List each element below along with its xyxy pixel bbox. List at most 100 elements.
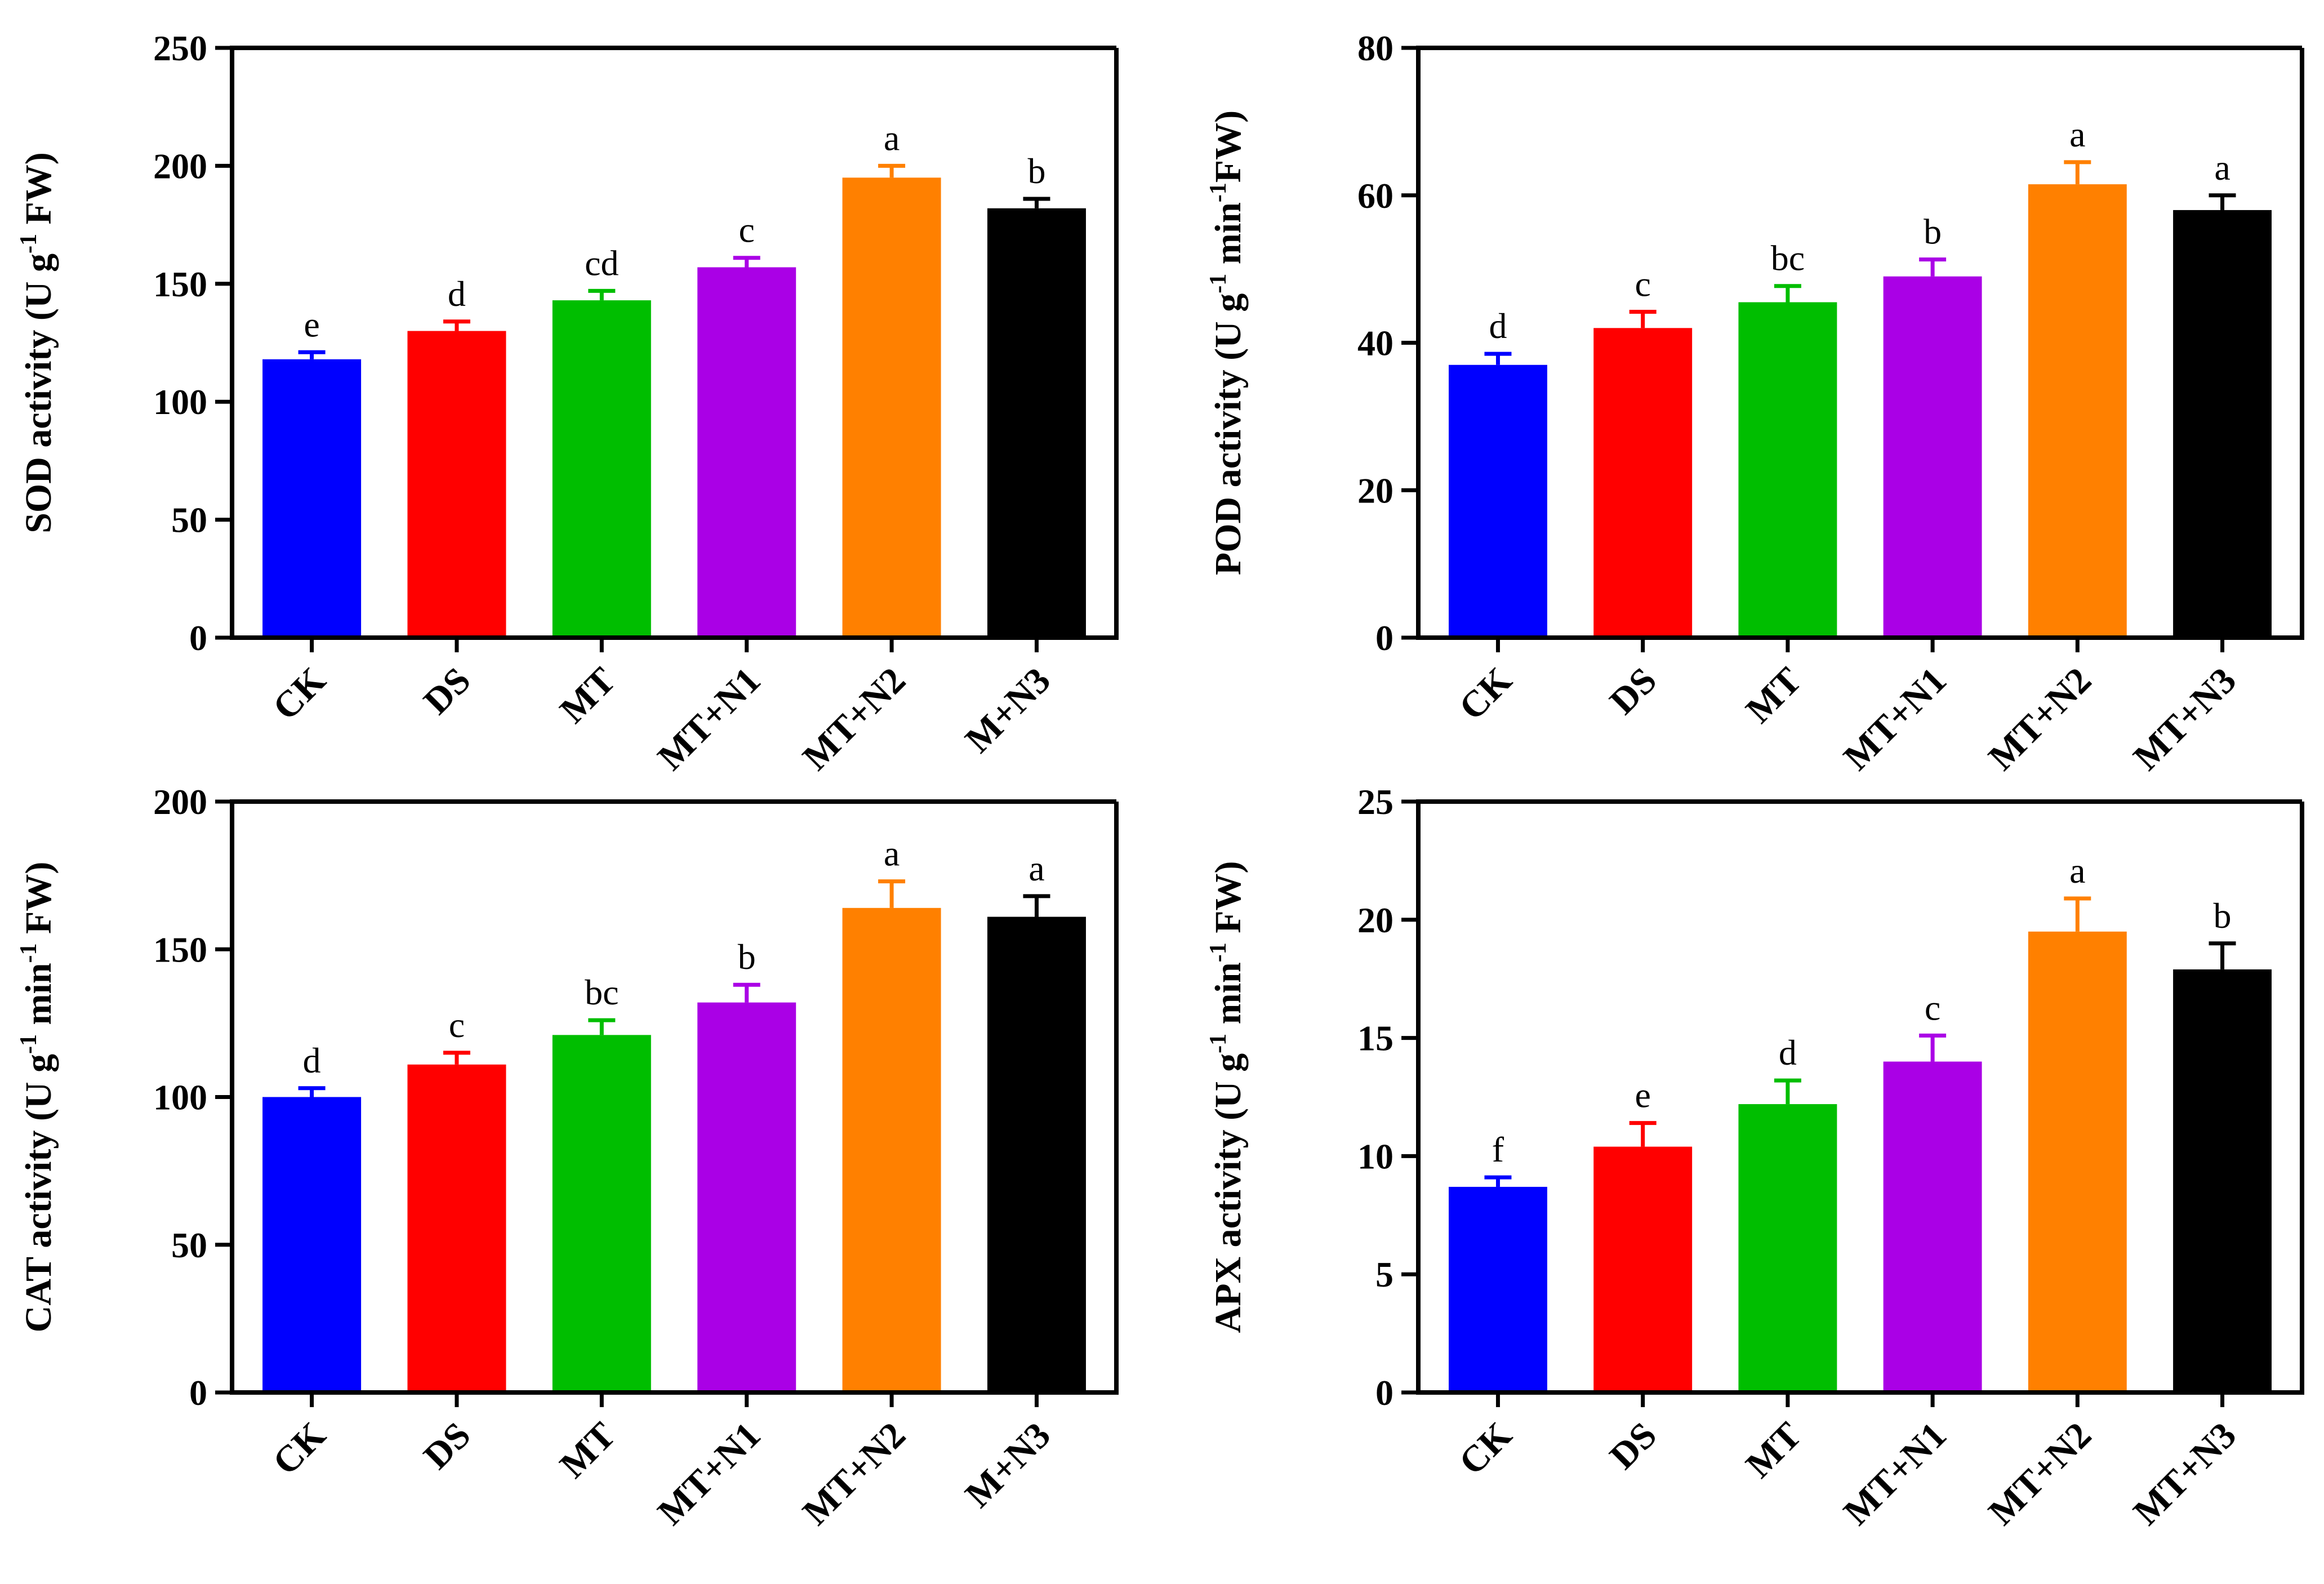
x-category-label-sod-2: MT [552, 660, 624, 731]
y-axis-title-part-sup: -1 [16, 1034, 42, 1054]
x-category-label-pod-0: CK [1451, 660, 1520, 728]
bar-sod-4 [842, 177, 941, 638]
x-category-label-sod-1: DS [416, 660, 478, 722]
significance-letter-cat-5: a [1029, 848, 1044, 888]
y-tick-label-pod-2: 40 [1357, 323, 1393, 363]
bar-apx-2 [1738, 1104, 1837, 1392]
bar-cat-1 [407, 1064, 506, 1392]
x-category-label-cat-0: CK [265, 1414, 334, 1483]
x-category-label-pod-4: MT+N2 [1980, 660, 2099, 778]
x-category-label-sod-5: M+N3 [958, 660, 1058, 760]
significance-letter-cat-3: b [738, 937, 756, 977]
y-axis-title-part-mid: min [18, 963, 59, 1034]
x-category-label-cat-2: MT [552, 1414, 624, 1486]
significance-letter-apx-0: f [1492, 1129, 1504, 1169]
y-axis-title-part-sup: -1 [1205, 274, 1231, 293]
y-axis-title-part-pre: POD activity (U g [1208, 293, 1249, 575]
y-tick-label-cat-3: 150 [153, 929, 207, 969]
bar-cat-4 [842, 907, 941, 1392]
bar-pod-0 [1449, 364, 1547, 638]
y-tick-label-apx-0: 0 [1375, 1373, 1393, 1413]
y-tick-label-sod-3: 150 [153, 264, 207, 304]
bar-sod-3 [697, 267, 796, 638]
bar-sod-5 [987, 208, 1086, 638]
y-tick-label-sod-4: 200 [153, 146, 207, 186]
y-axis-title-pod: POD activity (U g-1 min-1FW) [1205, 110, 1249, 575]
significance-letter-sod-4: a [884, 118, 900, 158]
y-tick-label-cat-4: 200 [153, 782, 207, 822]
x-category-label-sod-3: MT+N1 [650, 660, 768, 778]
x-category-label-apx-0: CK [1451, 1414, 1520, 1483]
y-axis-title-part-mid: min [1208, 962, 1249, 1034]
y-tick-label-apx-3: 15 [1357, 1018, 1393, 1058]
y-axis-title-part-sup2: -1 [1205, 183, 1231, 202]
x-category-label-cat-1: DS [416, 1414, 478, 1477]
significance-letter-pod-4: a [2069, 114, 2085, 154]
chart-panel-pod: d c bc b a a 0 20 40 60 80 CK DS MT MT+N1 MT+N2 MT+N3 POD… [1205, 28, 2304, 778]
significance-letter-sod-0: e [304, 304, 319, 344]
x-category-label-apx-2: MT [1738, 1414, 1810, 1486]
x-category-label-apx-1: DS [1602, 1414, 1664, 1477]
bar-cat-3 [697, 1002, 796, 1392]
bar-sod-0 [262, 359, 362, 638]
y-axis-title-part-pre: APX activity (U g [1208, 1053, 1249, 1333]
significance-letter-cat-2: bc [585, 972, 618, 1012]
y-tick-label-apx-2: 10 [1357, 1136, 1393, 1176]
x-category-label-apx-4: MT+N2 [1980, 1414, 2099, 1533]
significance-letter-cat-1: c [449, 1005, 465, 1045]
bar-apx-5 [2173, 969, 2272, 1392]
significance-letter-cat-4: a [884, 834, 900, 874]
y-tick-label-pod-4: 80 [1357, 28, 1393, 68]
x-category-label-pod-3: MT+N1 [1836, 660, 1954, 778]
significance-letter-sod-2: cd [585, 243, 618, 283]
y-axis-title-part-post: FW) [1208, 861, 1249, 942]
x-category-label-cat-4: MT+N2 [795, 1414, 913, 1533]
bar-apx-1 [1593, 1146, 1693, 1392]
x-category-label-cat-5: M+N3 [958, 1414, 1058, 1515]
bar-cat-2 [552, 1035, 651, 1392]
bar-apx-4 [2028, 931, 2127, 1392]
significance-letter-apx-4: a [2069, 851, 2085, 891]
y-tick-label-apx-4: 20 [1357, 900, 1393, 940]
y-axis-title-part-sup: -1 [1205, 1034, 1231, 1053]
x-category-label-sod-4: MT+N2 [795, 660, 913, 778]
significance-letter-apx-1: e [1635, 1075, 1650, 1115]
y-axis-title-part-pre: CAT activity (U g [18, 1054, 59, 1332]
significance-letter-pod-3: b [1924, 212, 1942, 252]
bar-pod-1 [1593, 328, 1693, 638]
bar-apx-3 [1883, 1061, 1982, 1392]
bar-pod-2 [1738, 302, 1837, 638]
chart-panel-cat: d c bc b a a 0 50 100 150 200 CK DS MT MT+N1 MT+N2 M+N3 C… [16, 782, 1119, 1533]
y-tick-label-sod-1: 50 [171, 500, 207, 540]
y-tick-label-pod-3: 60 [1357, 176, 1393, 216]
significance-letter-sod-1: d [448, 274, 466, 314]
significance-letter-pod-1: c [1635, 264, 1650, 304]
y-axis-title-part-post: FW) [18, 152, 59, 234]
significance-letter-cat-0: d [303, 1040, 321, 1080]
bar-sod-1 [407, 331, 506, 638]
bar-pod-4 [2028, 184, 2127, 638]
significance-letter-apx-5: b [2214, 896, 2232, 936]
bar-sod-2 [552, 300, 651, 638]
x-category-label-apx-5: MT+N3 [2126, 1414, 2244, 1533]
y-tick-label-cat-2: 100 [153, 1078, 207, 1118]
y-tick-label-sod-0: 0 [189, 618, 207, 658]
y-tick-label-sod-2: 100 [153, 382, 207, 422]
significance-letter-sod-5: b [1027, 151, 1045, 191]
y-axis-title-part-pre: SOD activity (U g [18, 253, 59, 533]
x-category-label-apx-3: MT+N1 [1836, 1414, 1954, 1533]
chart-panel-sod: e d cd c a b 0 50 100 150 200 250 CK DS MT MT+N1 MT+N2 M+… [16, 28, 1119, 778]
significance-letter-pod-5: a [2214, 148, 2230, 188]
y-axis-title-apx: APX activity (U g-1 min-1 FW) [1205, 861, 1249, 1333]
x-category-label-pod-5: MT+N3 [2126, 660, 2244, 778]
y-tick-label-apx-1: 5 [1375, 1254, 1393, 1294]
y-axis-title-part-mid: min [1208, 202, 1249, 274]
significance-letter-pod-0: d [1489, 306, 1507, 346]
bar-cat-5 [987, 916, 1086, 1392]
y-axis-title-part-post: FW) [18, 862, 59, 944]
bar-pod-5 [2173, 210, 2272, 638]
significance-letter-pod-2: bc [1771, 238, 1805, 278]
y-tick-label-cat-0: 0 [189, 1373, 207, 1413]
y-tick-label-pod-0: 0 [1375, 618, 1393, 658]
